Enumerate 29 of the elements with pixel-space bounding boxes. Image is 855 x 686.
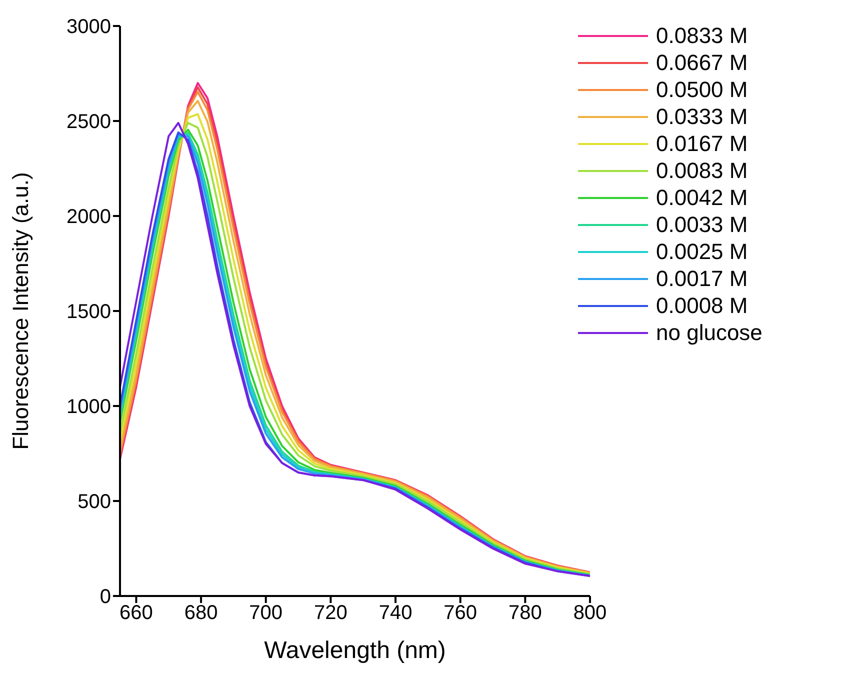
y-tick-label: 500: [78, 491, 111, 514]
legend-label: 0.0667 M: [656, 49, 748, 76]
y-tick-label: 1500: [66, 301, 111, 324]
x-tick-label: 700: [249, 602, 283, 624]
x-tick-label: 780: [508, 602, 542, 624]
legend-label: 0.0500 M: [656, 76, 748, 103]
x-tick-label: 680: [184, 602, 218, 624]
legend-label: 0.0042 M: [656, 184, 748, 211]
legend-label: 0.0033 M: [656, 211, 748, 238]
y-tick-label: 3000: [66, 16, 111, 38]
y-tick-label: 2000: [66, 206, 111, 228]
legend-label: 0.0333 M: [656, 103, 748, 130]
legend-label: 0.0017 M: [656, 265, 748, 292]
y-tick-label: 2500: [66, 111, 111, 134]
legend-label: no glucose: [656, 319, 762, 346]
y-tick-label: 1000: [66, 396, 111, 418]
x-tick-label: 720: [314, 602, 348, 624]
y-tick-label: 0: [100, 586, 111, 608]
x-tick-label: 760: [444, 602, 478, 624]
x-tick-label: 660: [120, 602, 153, 624]
y-axis-title: Fluorescence Intensity (a.u.): [8, 172, 33, 450]
legend-label: 0.0833 M: [656, 22, 748, 49]
legend-label: 0.0167 M: [656, 130, 748, 157]
legend-label: 0.0083 M: [656, 157, 748, 184]
legend-label: 0.0008 M: [656, 292, 748, 319]
x-axis-title: Wavelength (nm): [264, 637, 446, 664]
legend-label: 0.0025 M: [656, 238, 748, 265]
x-tick-label: 800: [573, 602, 607, 624]
x-tick-label: 740: [378, 602, 412, 624]
